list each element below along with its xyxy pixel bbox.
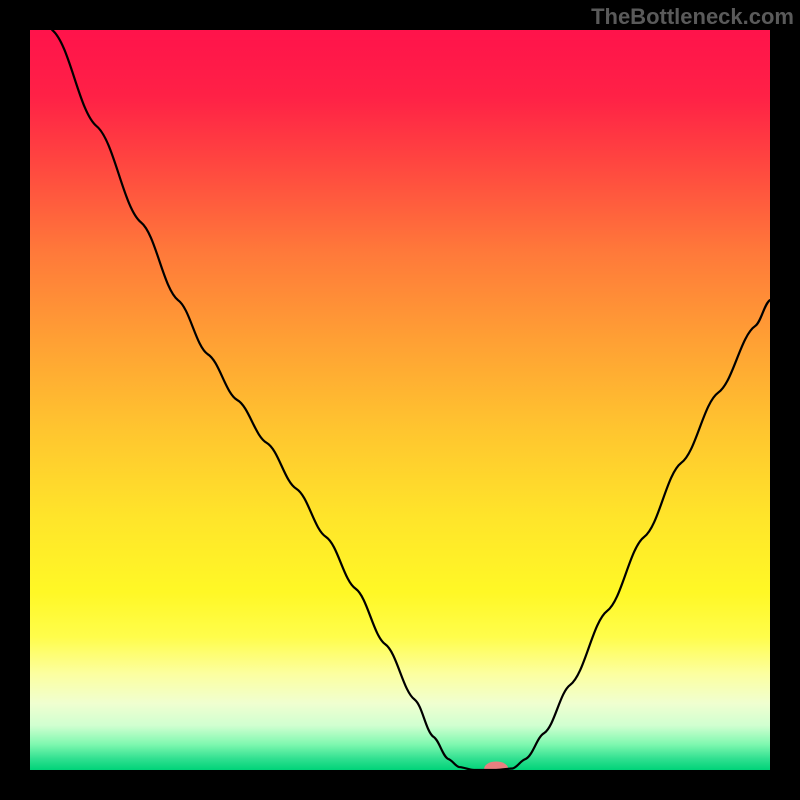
chart-container: TheBottleneck.com: [0, 0, 800, 800]
gradient-background: [30, 30, 770, 770]
bottleneck-chart: [0, 0, 800, 800]
watermark-text: TheBottleneck.com: [591, 4, 794, 30]
